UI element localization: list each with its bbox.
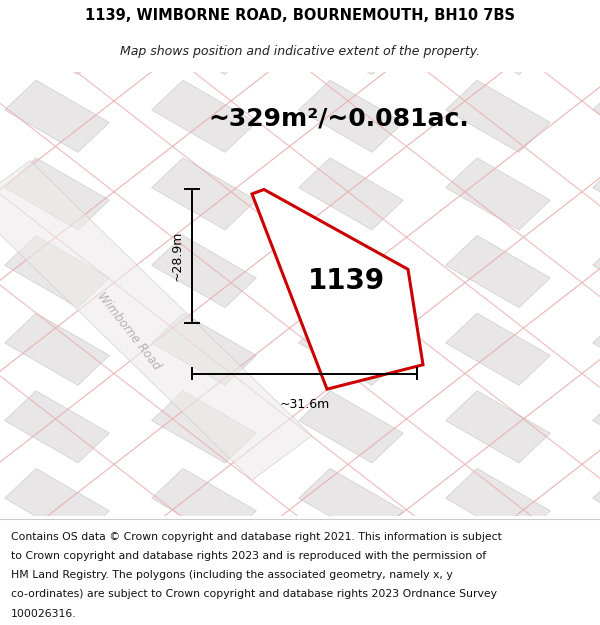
Polygon shape	[593, 236, 600, 308]
Text: 1139, WIMBORNE ROAD, BOURNEMOUTH, BH10 7BS: 1139, WIMBORNE ROAD, BOURNEMOUTH, BH10 7…	[85, 8, 515, 23]
Polygon shape	[593, 469, 600, 541]
Polygon shape	[299, 2, 403, 74]
Polygon shape	[152, 546, 256, 618]
Polygon shape	[593, 158, 600, 230]
Polygon shape	[152, 469, 256, 541]
Polygon shape	[5, 158, 109, 230]
Text: ~31.6m: ~31.6m	[280, 398, 329, 411]
Text: 1139: 1139	[308, 268, 385, 296]
Polygon shape	[299, 236, 403, 308]
Polygon shape	[593, 313, 600, 385]
Text: Map shows position and indicative extent of the property.: Map shows position and indicative extent…	[120, 45, 480, 58]
Polygon shape	[5, 236, 109, 308]
Polygon shape	[593, 80, 600, 152]
Polygon shape	[593, 391, 600, 463]
Polygon shape	[446, 158, 550, 230]
Polygon shape	[152, 313, 256, 385]
Polygon shape	[446, 469, 550, 541]
Polygon shape	[5, 80, 109, 152]
Polygon shape	[446, 391, 550, 463]
Polygon shape	[299, 546, 403, 618]
Polygon shape	[5, 2, 109, 74]
Polygon shape	[252, 189, 423, 389]
Polygon shape	[446, 80, 550, 152]
Text: ~28.9m: ~28.9m	[170, 231, 184, 281]
Polygon shape	[152, 158, 256, 230]
Text: 100026316.: 100026316.	[11, 609, 76, 619]
Text: ~329m²/~0.081ac.: ~329m²/~0.081ac.	[209, 106, 469, 131]
Polygon shape	[5, 546, 109, 618]
Polygon shape	[5, 313, 109, 385]
Polygon shape	[446, 313, 550, 385]
Polygon shape	[593, 2, 600, 74]
Text: to Crown copyright and database rights 2023 and is reproduced with the permissio: to Crown copyright and database rights 2…	[11, 551, 486, 561]
Polygon shape	[299, 80, 403, 152]
Polygon shape	[593, 546, 600, 618]
Text: Contains OS data © Crown copyright and database right 2021. This information is : Contains OS data © Crown copyright and d…	[11, 532, 502, 542]
Polygon shape	[152, 2, 256, 74]
Polygon shape	[446, 236, 550, 308]
Text: Wimborne Road: Wimborne Road	[95, 290, 163, 372]
Polygon shape	[0, 161, 312, 480]
Polygon shape	[152, 80, 256, 152]
Polygon shape	[446, 546, 550, 618]
Polygon shape	[5, 391, 109, 463]
Text: co-ordinates) are subject to Crown copyright and database rights 2023 Ordnance S: co-ordinates) are subject to Crown copyr…	[11, 589, 497, 599]
Polygon shape	[299, 313, 403, 385]
Polygon shape	[152, 236, 256, 308]
Polygon shape	[446, 2, 550, 74]
Polygon shape	[299, 158, 403, 230]
Polygon shape	[299, 469, 403, 541]
Polygon shape	[5, 469, 109, 541]
Polygon shape	[299, 391, 403, 463]
Polygon shape	[152, 391, 256, 463]
Text: HM Land Registry. The polygons (including the associated geometry, namely x, y: HM Land Registry. The polygons (includin…	[11, 570, 452, 580]
